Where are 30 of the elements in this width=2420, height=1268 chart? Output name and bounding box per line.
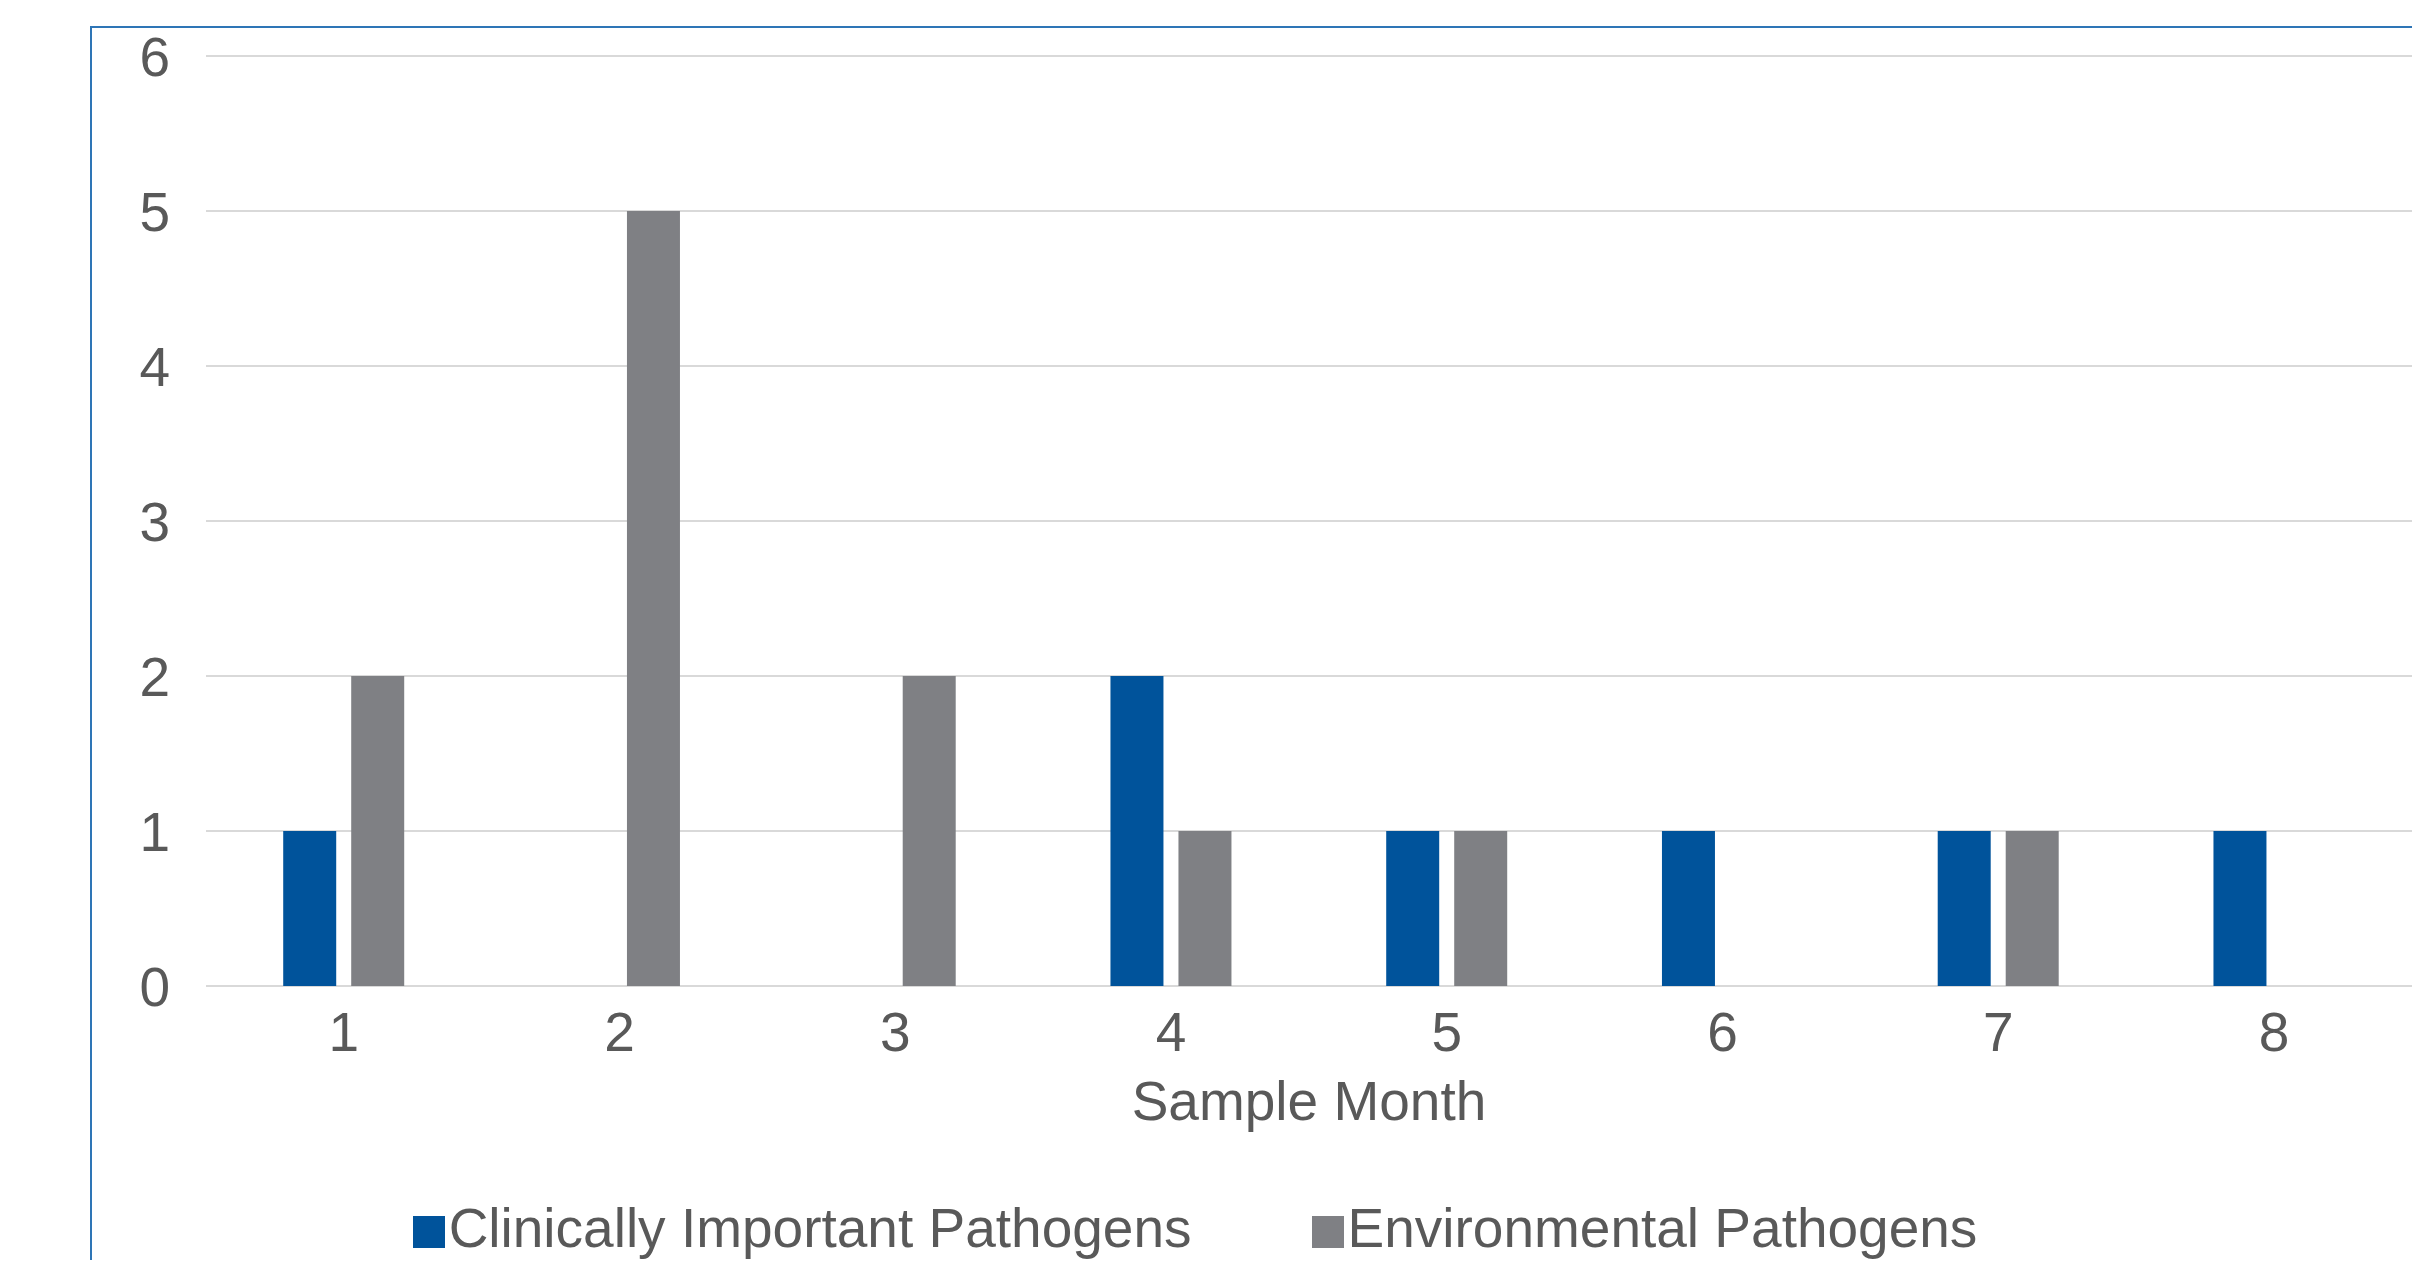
x-tick-label: 4 xyxy=(1155,1001,1187,1064)
bar xyxy=(1110,676,1164,986)
x-tick-label: 1 xyxy=(328,1001,360,1064)
legend-label: Clinically Important Pathogens xyxy=(448,1197,1192,1259)
x-axis-title: Sample Month xyxy=(1131,1070,1487,1133)
bar xyxy=(283,831,337,986)
bar xyxy=(626,211,680,986)
bar xyxy=(1386,831,1440,986)
y-tick-label: 3 xyxy=(139,490,170,553)
x-tick-label: 2 xyxy=(604,1001,635,1064)
y-tick-label: 2 xyxy=(139,645,170,708)
bar xyxy=(2213,831,2267,986)
x-tick-label: 6 xyxy=(1707,1001,1738,1064)
x-tick-label: 7 xyxy=(1983,1001,2014,1064)
x-tick-label: 3 xyxy=(880,1001,911,1064)
y-tick-label: 6 xyxy=(139,25,170,88)
bar xyxy=(1454,831,1508,986)
y-tick-label: 0 xyxy=(139,955,170,1018)
bar xyxy=(351,676,405,986)
x-tick-label: 8 xyxy=(2258,1001,2290,1064)
bar xyxy=(1937,831,1991,986)
y-tick-label: 4 xyxy=(139,335,170,398)
bar xyxy=(1178,831,1232,986)
bar xyxy=(902,676,956,986)
y-tick-label: 1 xyxy=(139,800,170,863)
bar xyxy=(2005,831,2059,986)
legend-label: Environmental Pathogens xyxy=(1347,1197,1978,1259)
bar xyxy=(1661,831,1715,986)
x-tick-label: 5 xyxy=(1431,1001,1463,1064)
y-tick-label: 5 xyxy=(139,180,170,243)
